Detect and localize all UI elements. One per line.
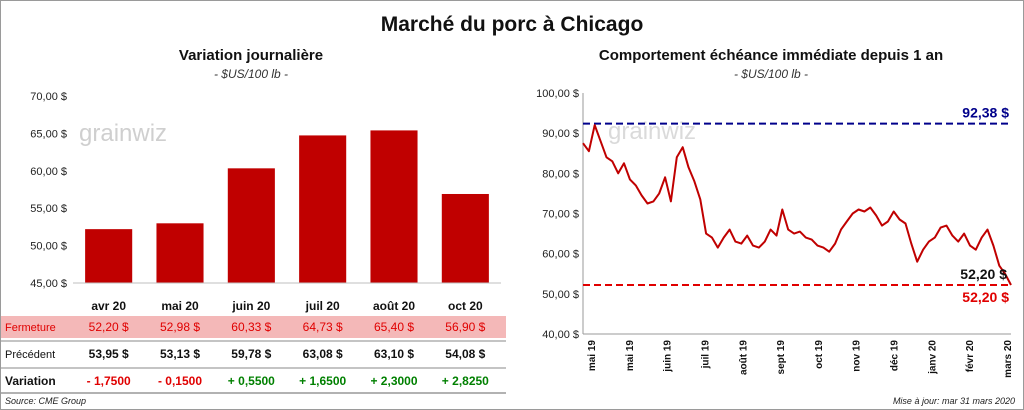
bar — [227, 168, 275, 283]
table-cell: 64,73 $ — [303, 320, 343, 334]
y-tick-label: 100,00 $ — [536, 88, 579, 100]
right-chart-title: Comportement échéance immédiate depuis 1… — [598, 47, 944, 64]
x-tick-label: août 20 — [373, 299, 415, 313]
x-tick-label: oct 20 — [448, 299, 483, 313]
bar — [156, 223, 204, 283]
watermark: grainwiz — [608, 118, 696, 145]
table-row-label: Variation — [5, 374, 56, 388]
bar — [441, 193, 489, 283]
table-cell: 56,90 $ — [445, 320, 485, 334]
table-cell: 63,10 $ — [374, 347, 414, 361]
y-tick-label: 65,00 $ — [30, 128, 67, 140]
x-tick-label: oct 19 — [814, 340, 825, 369]
source-note: Source: CME Group — [5, 396, 87, 406]
table-cell: + 2,3000 — [370, 374, 417, 388]
table-cell: 53,95 $ — [89, 347, 129, 361]
y-tick-label: 50,00 $ — [542, 289, 579, 301]
y-tick-label: 90,00 $ — [542, 128, 579, 140]
table-cell: + 0,5500 — [228, 374, 275, 388]
right-line-chart: grainwiz 40,00 $ 50,00 $ 60,00 $ 70,00 $ 80,0… — [536, 88, 1014, 378]
x-tick-label: juin 20 — [231, 299, 270, 313]
price-line — [582, 124, 1012, 286]
table-cell: 65,40 $ — [374, 320, 414, 334]
x-tick-label: mai 19 — [587, 340, 598, 372]
x-tick-label: févr 20 — [965, 340, 976, 373]
table-cell: 54,08 $ — [445, 347, 485, 361]
table-cell: - 0,1500 — [158, 374, 202, 388]
x-tick-label: avr 20 — [91, 299, 126, 313]
x-tick-label: sept 19 — [776, 340, 787, 375]
y-tick-label: 70,00 $ — [542, 209, 579, 221]
left-chart-unit: - $US/100 lb - — [213, 67, 289, 81]
bar — [370, 130, 418, 283]
y-tick-label: 70,00 $ — [30, 91, 67, 103]
table-cell: 63,08 $ — [303, 347, 343, 361]
x-tick-label: déc 19 — [890, 340, 901, 372]
high-reference-label: 92,38 $ — [962, 105, 1009, 121]
fermeture-row-bg — [1, 316, 506, 338]
x-tick-label: juil 20 — [305, 299, 340, 313]
table-cell: + 1,6500 — [299, 374, 346, 388]
table-cell: + 2,8250 — [442, 374, 489, 388]
y-tick-label: 80,00 $ — [542, 168, 579, 180]
right-chart-unit: - $US/100 lb - — [733, 67, 809, 81]
bar — [85, 229, 133, 283]
x-tick-label: juin 19 — [663, 340, 674, 373]
y-tick-label: 50,00 $ — [30, 241, 67, 253]
y-tick-label: 55,00 $ — [30, 203, 67, 215]
page-title: Marché du porc à Chicago — [380, 13, 644, 36]
last-value-label: 52,20 $ — [960, 266, 1007, 282]
y-tick-label: 40,00 $ — [542, 329, 579, 341]
table-cell: 53,13 $ — [160, 347, 200, 361]
low-reference-label: 52,20 $ — [962, 289, 1009, 305]
x-tick-label: nov 19 — [852, 340, 863, 372]
x-tick-label: mai 19 — [625, 340, 636, 372]
table-cell: 52,20 $ — [89, 320, 129, 334]
y-tick-label: 45,00 $ — [30, 278, 67, 290]
x-tick-label: janv 20 — [927, 340, 938, 375]
table-cell: 60,33 $ — [231, 320, 271, 334]
table-row-label: Fermeture — [5, 322, 56, 334]
table-cell: - 1,7500 — [87, 374, 131, 388]
y-tick-label: 60,00 $ — [30, 166, 67, 178]
bar — [299, 135, 347, 283]
update-note: Mise à jour: mar 31 mars 2020 — [892, 396, 1015, 406]
x-tick-label: juil 19 — [700, 340, 711, 370]
table-cell: 59,78 $ — [231, 347, 271, 361]
x-tick-label: mars 20 — [1003, 340, 1014, 378]
x-tick-label: août 19 — [738, 340, 749, 375]
left-chart-title: Variation journalière — [178, 47, 324, 64]
table-cell: 52,98 $ — [160, 320, 200, 334]
table-row-label: Précédent — [5, 349, 55, 361]
watermark: grainwiz — [79, 120, 167, 147]
left-bar-chart: grainwiz 45,00 $ 50,00 $ 55,00 $ 60,00 $ 65,0… — [1, 91, 506, 394]
y-tick-label: 60,00 $ — [542, 249, 579, 261]
x-tick-label: mai 20 — [161, 299, 199, 313]
